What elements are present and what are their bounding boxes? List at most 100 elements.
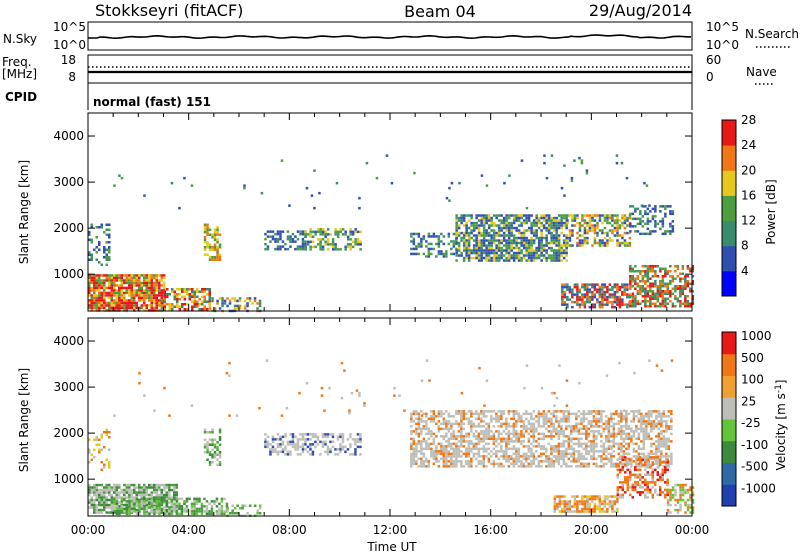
- velocity-cell: [126, 508, 129, 511]
- velocity-cell: [566, 500, 569, 503]
- velocity-cell: [619, 456, 622, 459]
- power-cell: [614, 227, 617, 230]
- velocity-cell: [588, 463, 591, 466]
- velocity-cell: [610, 415, 613, 418]
- power-cell: [581, 286, 584, 289]
- velocity-cell: [428, 418, 431, 421]
- power-cell: [153, 277, 156, 280]
- velocity-cell: [272, 448, 275, 451]
- velocity-cell: [555, 455, 558, 458]
- velocity-cell: [559, 498, 562, 501]
- power-cell: [569, 286, 572, 289]
- velocity-cell: [101, 499, 104, 502]
- velocity-cell: [166, 513, 169, 516]
- power-cell: [288, 204, 291, 207]
- velocity-cell: [221, 500, 224, 503]
- power-cell: [468, 259, 471, 262]
- velocity-cell: [606, 503, 609, 506]
- power-cell: [669, 300, 672, 303]
- power-cell: [287, 248, 290, 251]
- velocity-cell: [435, 455, 438, 458]
- velocity-cell: [589, 510, 592, 513]
- power-cell: [652, 298, 655, 301]
- power-cell: [481, 174, 484, 177]
- velocity-cell: [103, 486, 106, 489]
- power-cell: [106, 241, 109, 244]
- power-cell: [204, 236, 207, 239]
- velocity-cell: [191, 513, 194, 516]
- velocity-cell: [410, 453, 413, 456]
- velocity-cell: [143, 486, 146, 489]
- velocity-cell: [483, 438, 486, 441]
- power-cell: [183, 177, 186, 180]
- power-cell: [498, 257, 501, 260]
- velocity-cell: [611, 508, 614, 511]
- velocity-cell: [553, 425, 556, 428]
- power-cell: [158, 304, 161, 307]
- power-cell: [649, 210, 652, 213]
- power-cell: [616, 286, 619, 289]
- power-cell: [483, 224, 486, 227]
- velocity-cell: [533, 423, 536, 426]
- power-cell: [443, 255, 446, 258]
- power-cell: [359, 241, 362, 244]
- power-cell: [297, 245, 300, 248]
- power-cell: [652, 268, 655, 271]
- power-cell: [478, 244, 481, 247]
- velocity-cell: [533, 428, 536, 431]
- velocity-cell: [493, 410, 496, 413]
- power-cell: [133, 299, 136, 302]
- power-cell: [141, 294, 144, 297]
- power-cell: [533, 259, 536, 262]
- velocity-cell: [540, 413, 543, 416]
- velocity-cell: [554, 510, 557, 513]
- velocity-cell: [96, 489, 99, 492]
- power-cell: [495, 257, 498, 260]
- power-cell: [642, 295, 645, 298]
- power-cell: [643, 182, 646, 185]
- power-cell: [488, 239, 491, 242]
- power-cell: [344, 248, 347, 251]
- velocity-cell: [655, 448, 658, 451]
- power-cell: [674, 295, 677, 298]
- power-cell: [543, 214, 546, 217]
- power-cell: [153, 292, 156, 295]
- velocity-cell: [663, 440, 666, 443]
- velocity-cell: [428, 428, 431, 431]
- power-cell: [682, 288, 685, 291]
- velocity-cell: [181, 510, 184, 512]
- velocity-cell: [415, 433, 418, 436]
- velocity-cell: [620, 435, 623, 438]
- velocity-cell: [463, 438, 466, 441]
- power-cell: [553, 237, 556, 240]
- velocity-cell: [113, 505, 116, 508]
- velocity-cell: [558, 443, 561, 446]
- power-cell: [113, 274, 116, 277]
- power-cell: [515, 252, 518, 255]
- velocity-cell: [653, 453, 656, 456]
- velocity-cell: [463, 418, 466, 421]
- power-cell: [254, 300, 256, 303]
- power-cell: [565, 252, 568, 255]
- power-cell: [458, 234, 461, 237]
- velocity-cell: [658, 423, 661, 426]
- velocity-cell: [98, 484, 101, 487]
- power-cell: [206, 288, 209, 291]
- velocity-cell: [128, 484, 131, 487]
- power-cell: [548, 219, 551, 222]
- power-cell: [498, 249, 501, 252]
- velocity-cell: [410, 433, 413, 436]
- power-cell: [161, 297, 164, 300]
- power-cell: [553, 234, 556, 237]
- velocity-cell: [478, 415, 481, 418]
- velocity-cell: [453, 453, 456, 456]
- power-cell: [662, 285, 665, 288]
- power-cell: [642, 233, 645, 236]
- velocity-cell: [617, 474, 620, 477]
- velocity-cell: [101, 434, 104, 437]
- velocity-cell: [653, 410, 656, 413]
- velocity-cell: [655, 463, 658, 466]
- power-cell: [689, 305, 692, 308]
- velocity-cell: [428, 430, 431, 433]
- power-cell: [108, 251, 111, 254]
